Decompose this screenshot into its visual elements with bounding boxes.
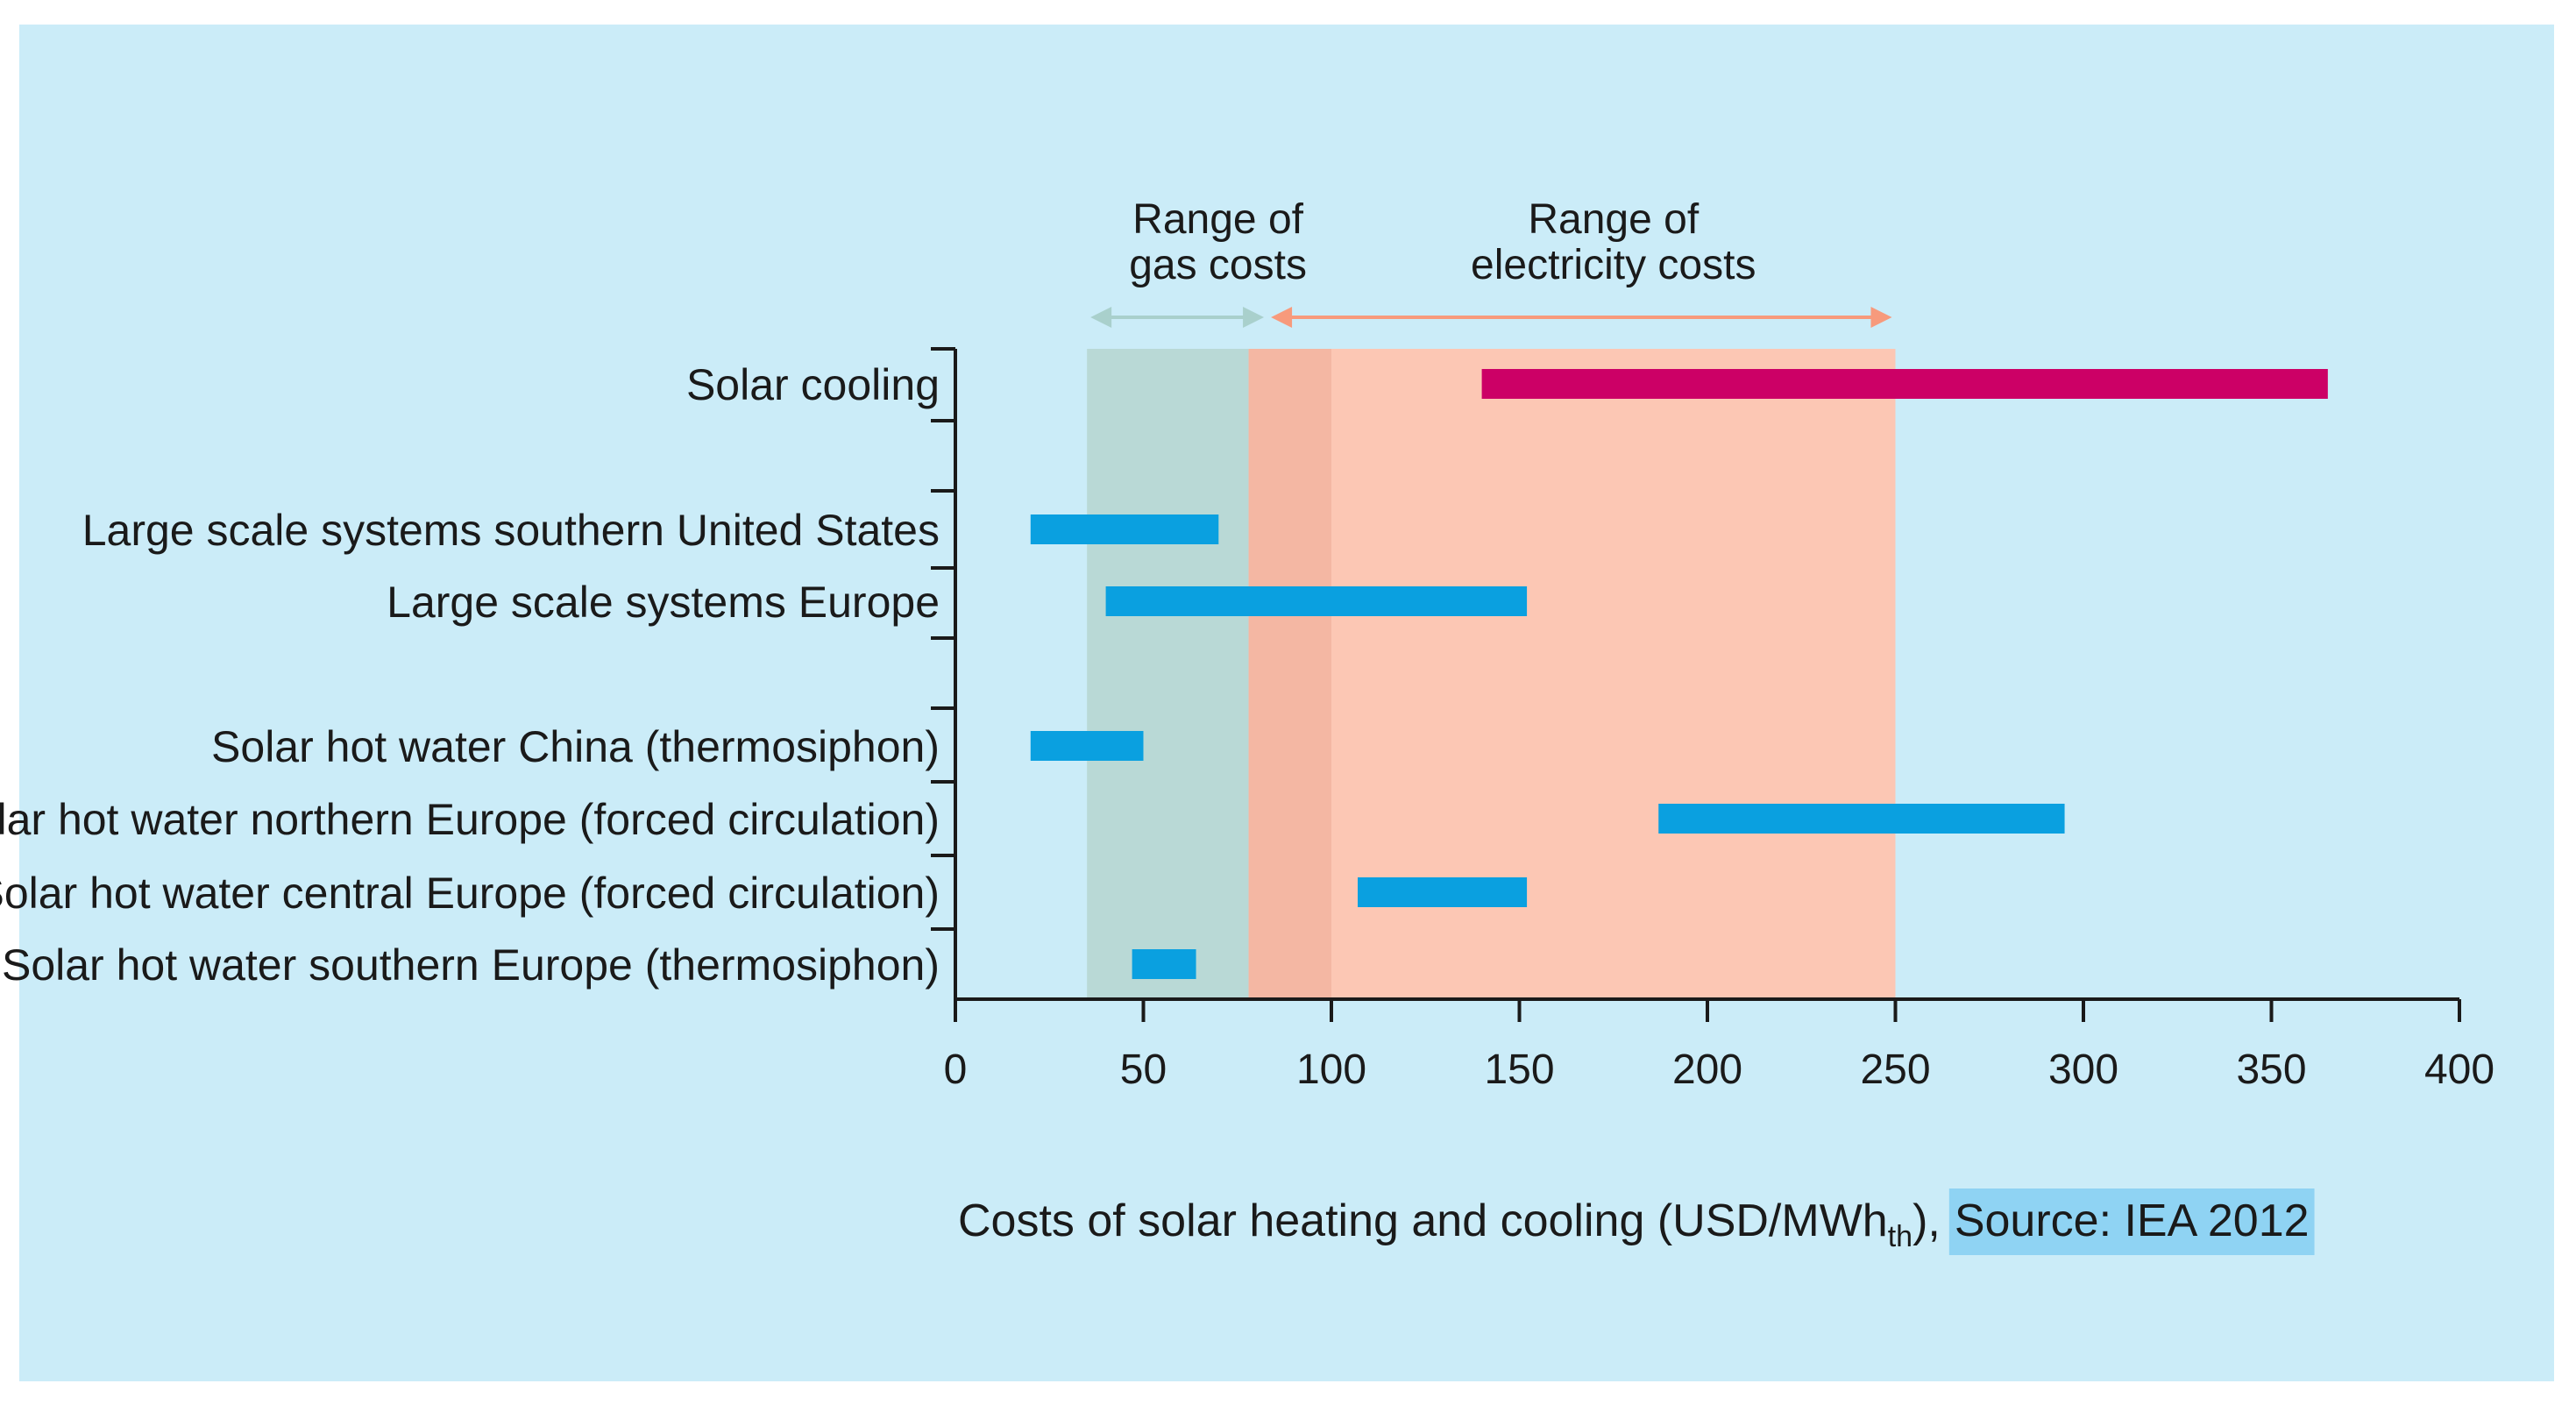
category-label-3: Solar hot water China (thermosiphon) <box>211 722 940 771</box>
category-label-6: Solar hot water southern Europe (thermos… <box>2 940 940 990</box>
electricity-band-label-line-0: Range of <box>1528 196 1699 243</box>
gas-band-label-line-0: Range of <box>1132 196 1303 243</box>
source-text: Source: IEA 2012 <box>1955 1196 2310 1246</box>
range-bar-1 <box>1030 514 1219 544</box>
band-arrow-right-head-0 <box>1243 307 1265 328</box>
range-bar-3 <box>1030 731 1144 761</box>
x-axis-title-main: Costs of solar heating and cooling (USD/… <box>958 1196 1888 1246</box>
band-arrow-left-head-0 <box>1090 307 1112 328</box>
range-bars <box>1030 369 2328 979</box>
x-tick-label-150: 150 <box>1484 1047 1554 1093</box>
range-bar-6 <box>1132 949 1196 979</box>
band-arrows <box>1090 307 1892 328</box>
range-bar-0 <box>1481 369 2328 399</box>
gas-band-label-line-1: gas costs <box>1129 242 1307 288</box>
category-label-2: Large scale systems Europe <box>387 578 940 627</box>
x-axis-title-text: Costs of solar heating and cooling (USD/… <box>958 1196 1941 1253</box>
x-tick-label-250: 250 <box>1860 1047 1930 1093</box>
category-label-4: Solar hot water northern Europe (forced … <box>0 795 940 844</box>
category-labels: Solar cooling Large scale systems souther… <box>0 360 940 990</box>
x-tick-label-400: 400 <box>2424 1047 2494 1093</box>
band-overlap <box>1248 349 1331 999</box>
category-label-5: Solar hot water central Europe (forced c… <box>0 869 940 918</box>
range-bar-4 <box>1658 804 2065 834</box>
axes: 0 50 100 150 200 250 300 350 400 <box>931 347 2494 1093</box>
x-tick-label-350: 350 <box>2236 1047 2306 1093</box>
source-highlight <box>1948 1188 2315 1255</box>
range-bar-5 <box>1358 877 1528 907</box>
category-label-0: Solar cooling <box>686 360 940 409</box>
x-axis-title-suffix: ), <box>1912 1196 1941 1246</box>
electricity-band-label-line-1: electricity costs <box>1471 242 1756 288</box>
band-arrow-right-head-1 <box>1870 307 1892 328</box>
band-arrow-left-head-1 <box>1271 307 1293 328</box>
electricity-cost-band <box>1248 349 1896 999</box>
range-bar-2 <box>1105 586 1528 616</box>
x-tick-label-50: 50 <box>1120 1047 1167 1093</box>
x-axis-title: Costs of solar heating and cooling (USD/… <box>958 1188 2315 1255</box>
x-tick-label-0: 0 <box>944 1047 968 1093</box>
x-tick-label-100: 100 <box>1296 1047 1366 1093</box>
x-tick-label-300: 300 <box>2048 1047 2118 1093</box>
x-tick-label-200: 200 <box>1672 1047 1742 1093</box>
category-label-1: Large scale systems southern United Stat… <box>82 506 940 555</box>
x-axis-title-subscript: th <box>1888 1220 1912 1253</box>
cost-bands <box>1087 349 1896 999</box>
